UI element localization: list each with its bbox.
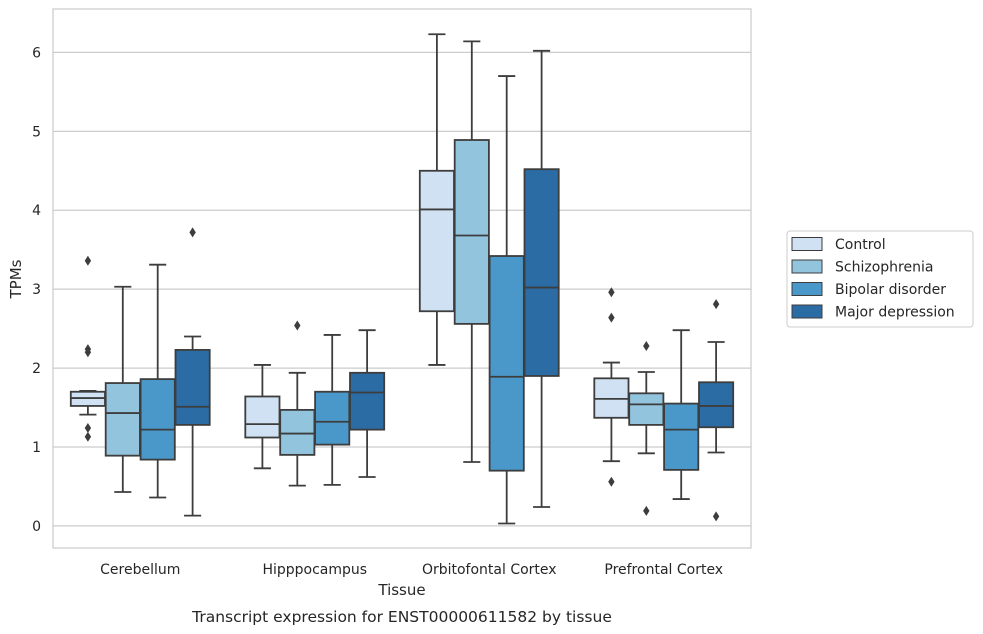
- outlier-point: [712, 299, 720, 310]
- y-tick-label: 3: [32, 282, 41, 298]
- box-series: [69, 33, 735, 525]
- box-iqr: [244, 395, 281, 439]
- chart-caption: Transcript expression for ENST0000061158…: [191, 608, 612, 626]
- y-tick-label: 6: [32, 45, 41, 61]
- box-1-3: [628, 340, 665, 516]
- box-1-0: [104, 285, 141, 493]
- box-iqr: [279, 408, 316, 456]
- y-tick-label: 2: [32, 361, 41, 377]
- outlier-point: [84, 423, 92, 434]
- y-tick-label: 1: [32, 440, 41, 456]
- box-iqr: [349, 371, 386, 431]
- box-iqr: [139, 378, 176, 461]
- outlier-point: [712, 511, 720, 522]
- y-axis-label: TPMs: [7, 259, 25, 299]
- legend-swatch: [791, 237, 823, 251]
- x-tick-label: Prefrontal Cortex: [604, 562, 723, 578]
- box-3-0: [174, 227, 211, 517]
- box-1-2: [453, 40, 490, 463]
- box-0-2: [418, 33, 455, 366]
- outlier-point: [294, 320, 301, 331]
- outlier-point: [84, 347, 92, 358]
- box-2-0: [139, 263, 176, 499]
- box-1-1: [279, 320, 316, 487]
- y-axis-ticks: 0 1 2 3 4 5 6: [32, 45, 41, 534]
- legend-label: Schizophrenia: [835, 260, 933, 276]
- box-3-2: [523, 49, 560, 508]
- legend-swatch: [791, 304, 823, 319]
- y-tick-label: 5: [32, 124, 41, 140]
- box-iqr: [523, 168, 560, 377]
- outlier-point: [643, 340, 650, 351]
- box-iqr: [488, 255, 525, 472]
- legend-label: Control: [835, 237, 886, 253]
- legend-swatch: [791, 259, 823, 274]
- box-0-1: [244, 364, 281, 470]
- outlier-point: [643, 505, 650, 516]
- legend-label: Bipolar disorder: [835, 282, 946, 298]
- x-axis-label: Tissue: [377, 581, 425, 599]
- legend-frame: [786, 230, 974, 328]
- box-iqr: [453, 139, 490, 325]
- outlier-point: [84, 431, 92, 442]
- outlier-point: [608, 476, 615, 487]
- box-iqr: [418, 169, 455, 313]
- x-tick-label: Hipppocampus: [262, 562, 367, 578]
- box-3-3: [698, 299, 735, 522]
- outlier-point: [608, 287, 615, 298]
- box-iqr: [104, 382, 141, 457]
- x-axis-ticks: Cerebellum Hipppocampus Orbitofontal Corte…: [100, 562, 723, 578]
- outlier-point: [608, 312, 615, 323]
- box-iqr: [314, 390, 351, 446]
- box-iqr: [698, 381, 735, 429]
- outlier-point: [189, 227, 196, 238]
- box-3-1: [349, 329, 386, 478]
- box-iqr: [663, 402, 700, 471]
- legend-label: Major depression: [835, 305, 955, 321]
- legend: Control Schizophrenia Bipolar disorder Majo…: [786, 230, 974, 328]
- legend-swatch: [791, 282, 823, 296]
- outlier-point: [84, 255, 92, 266]
- y-tick-label: 4: [32, 203, 41, 219]
- y-tick-label: 0: [32, 519, 41, 535]
- x-tick-label: Orbitofontal Cortex: [422, 562, 557, 578]
- x-tick-label: Cerebellum: [100, 562, 180, 578]
- box-iqr: [628, 392, 665, 426]
- box-2-3: [663, 329, 700, 500]
- box-iqr: [174, 349, 211, 426]
